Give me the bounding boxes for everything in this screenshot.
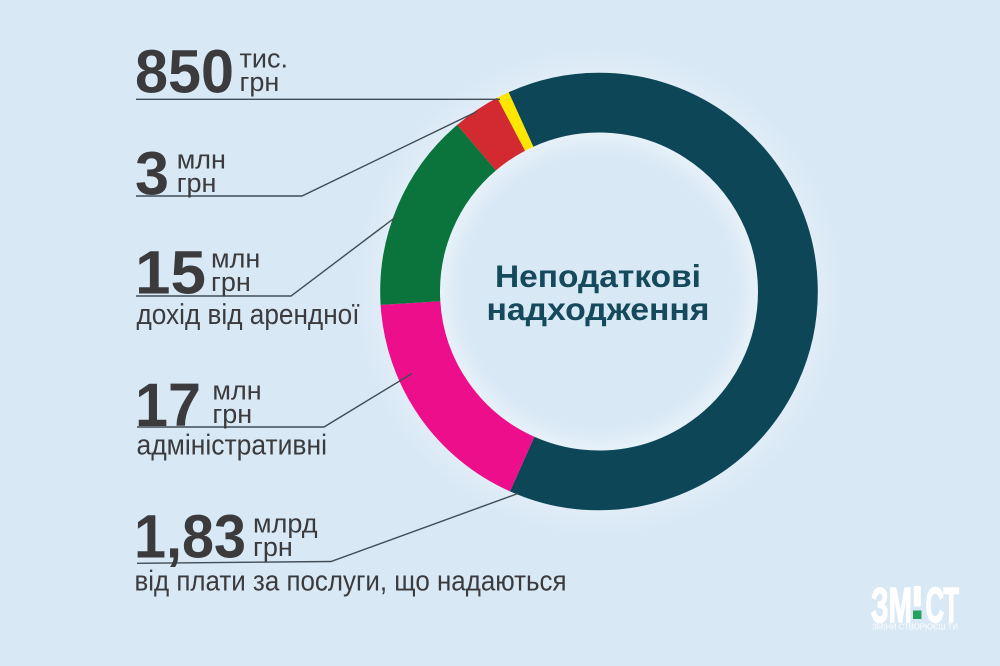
svg-text:млн: млн xyxy=(177,144,226,174)
svg-text:млн: млн xyxy=(212,375,261,405)
svg-text:млрд: млрд xyxy=(253,508,318,538)
svg-text:грн: грн xyxy=(253,532,293,562)
svg-text:3: 3 xyxy=(135,139,169,207)
svg-text:СТ: СТ xyxy=(926,579,960,633)
svg-text:грн: грн xyxy=(212,399,252,429)
svg-text:грн: грн xyxy=(240,67,280,97)
svg-text:ЗМІНИ СТВОРЮЄШ ТИ: ЗМІНИ СТВОРЮЄШ ТИ xyxy=(872,622,958,632)
svg-text:ЗМ: ЗМ xyxy=(871,579,912,633)
svg-text:17: 17 xyxy=(135,371,201,439)
svg-text:грн: грн xyxy=(177,168,217,198)
svg-text:дохід від арендної: дохід від арендної xyxy=(137,299,360,331)
svg-text:грн: грн xyxy=(211,267,251,297)
svg-text:надходження: надходження xyxy=(487,291,710,327)
svg-text:від плати за послуги, що надаю: від плати за послуги, що надаються xyxy=(135,566,567,598)
svg-text:тис.: тис. xyxy=(240,43,288,73)
svg-text:млн: млн xyxy=(211,244,260,274)
svg-text:850: 850 xyxy=(135,38,234,106)
svg-text:Неподаткові: Неподаткові xyxy=(495,258,701,294)
svg-text:адміністративні: адміністративні xyxy=(137,430,328,462)
svg-text:1,83: 1,83 xyxy=(134,503,246,571)
svg-text:15: 15 xyxy=(135,239,206,307)
